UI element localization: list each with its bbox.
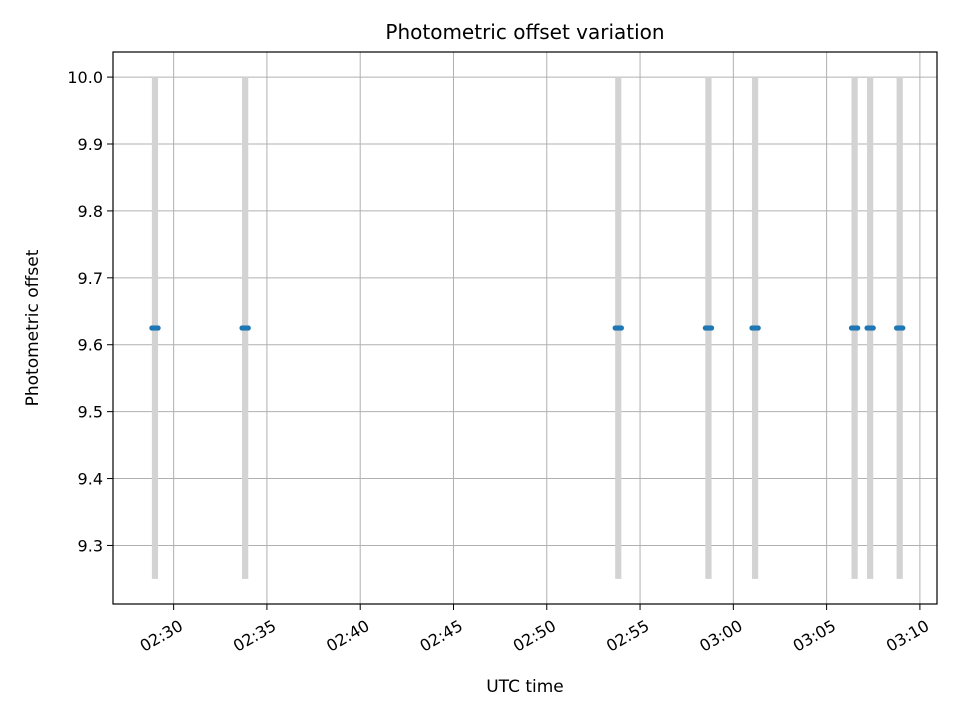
grid [113, 52, 937, 604]
chart-title: Photometric offset variation [385, 20, 664, 44]
data-point [900, 325, 906, 331]
y-tick-label: 9.5 [78, 403, 103, 422]
data-points [149, 325, 906, 331]
y-tick-label: 10.0 [67, 68, 103, 87]
data-point [245, 325, 251, 331]
y-tick-label: 9.6 [78, 336, 103, 355]
y-tick-label: 9.4 [78, 470, 103, 489]
y-tick-label: 9.3 [78, 536, 103, 555]
data-point [708, 325, 715, 331]
data-point [618, 325, 624, 331]
y-tick-label: 9.7 [78, 269, 103, 288]
y-axis: 9.3 9.4 9.5 9.6 9.7 9.8 9.9 10.0 [67, 68, 113, 555]
y-tick-label: 9.9 [78, 135, 103, 154]
y-axis-label: Photometric offset [23, 249, 43, 406]
data-point [155, 325, 161, 331]
x-axis-label: UTC time [486, 677, 564, 697]
data-point [855, 325, 861, 331]
data-point [870, 325, 876, 331]
data-point [755, 325, 761, 331]
plot-frame [112, 51, 938, 605]
y-tick-label: 9.8 [78, 202, 103, 221]
